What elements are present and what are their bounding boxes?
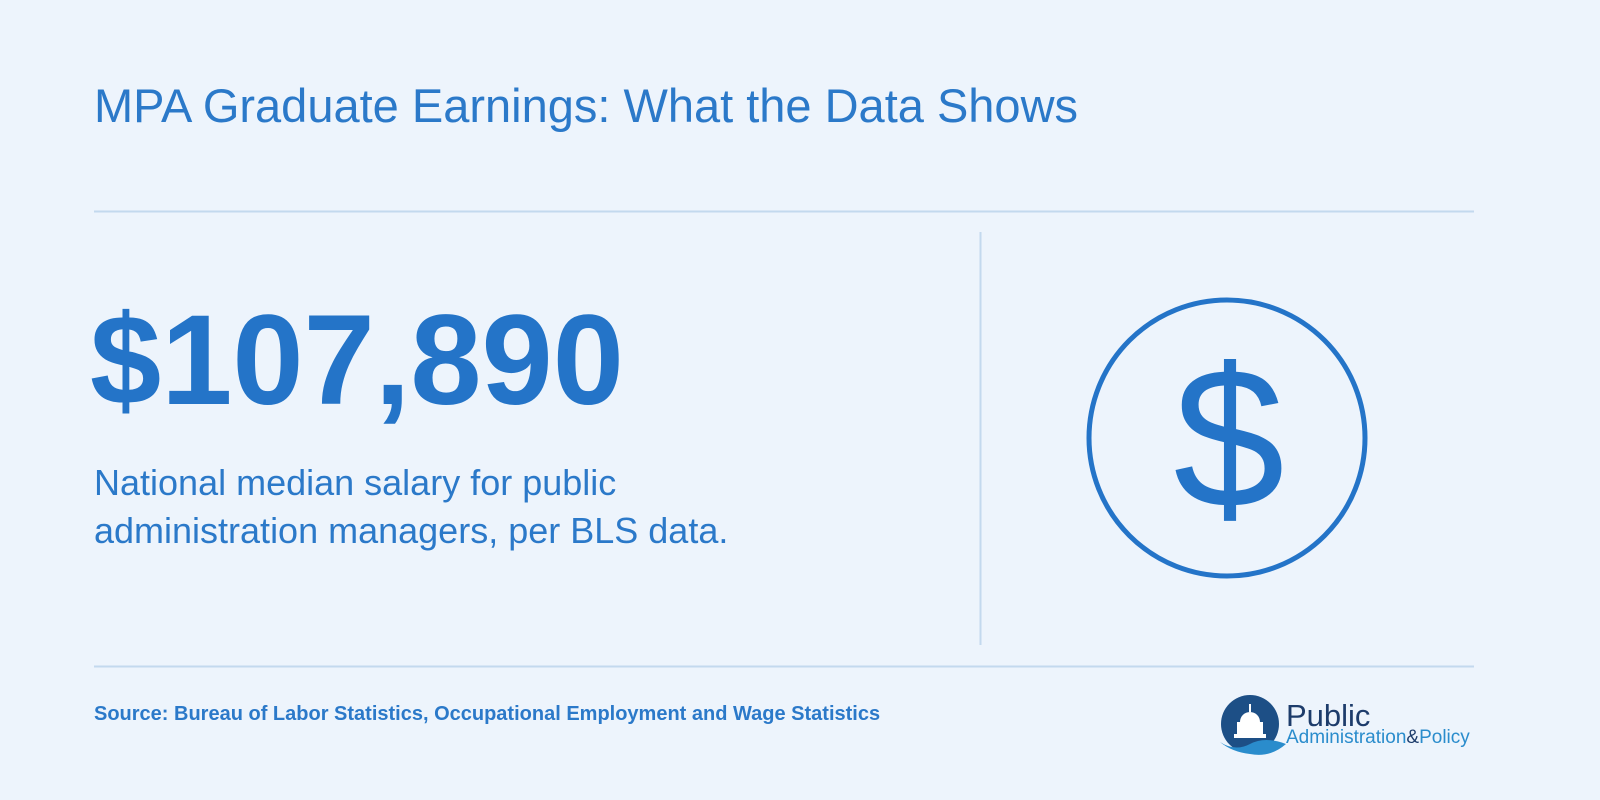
logo-amp: & bbox=[1406, 727, 1419, 748]
logo-line2: Administration&Policy bbox=[1286, 727, 1470, 748]
stat-description: National median salary for public admini… bbox=[94, 462, 729, 551]
logo-capitol bbox=[1234, 704, 1266, 738]
icon-dollar: $ bbox=[1173, 327, 1284, 550]
logo-public: Public bbox=[1286, 698, 1370, 733]
source: Source: Bureau of Labor Statistics, Occu… bbox=[94, 703, 880, 725]
icon-circle bbox=[1086, 297, 1368, 579]
logo-wave bbox=[1220, 740, 1286, 755]
logo-administration: Administration bbox=[1286, 727, 1406, 748]
stat-value: $107,890 bbox=[90, 289, 624, 432]
logo-policy: Policy bbox=[1419, 727, 1470, 748]
description-box: National median salary for public admini… bbox=[94, 462, 729, 551]
logo: Public Administration&Policy bbox=[1220, 695, 1470, 755]
title: MPA Graduate Earnings: What the Data Sho… bbox=[94, 79, 1078, 132]
